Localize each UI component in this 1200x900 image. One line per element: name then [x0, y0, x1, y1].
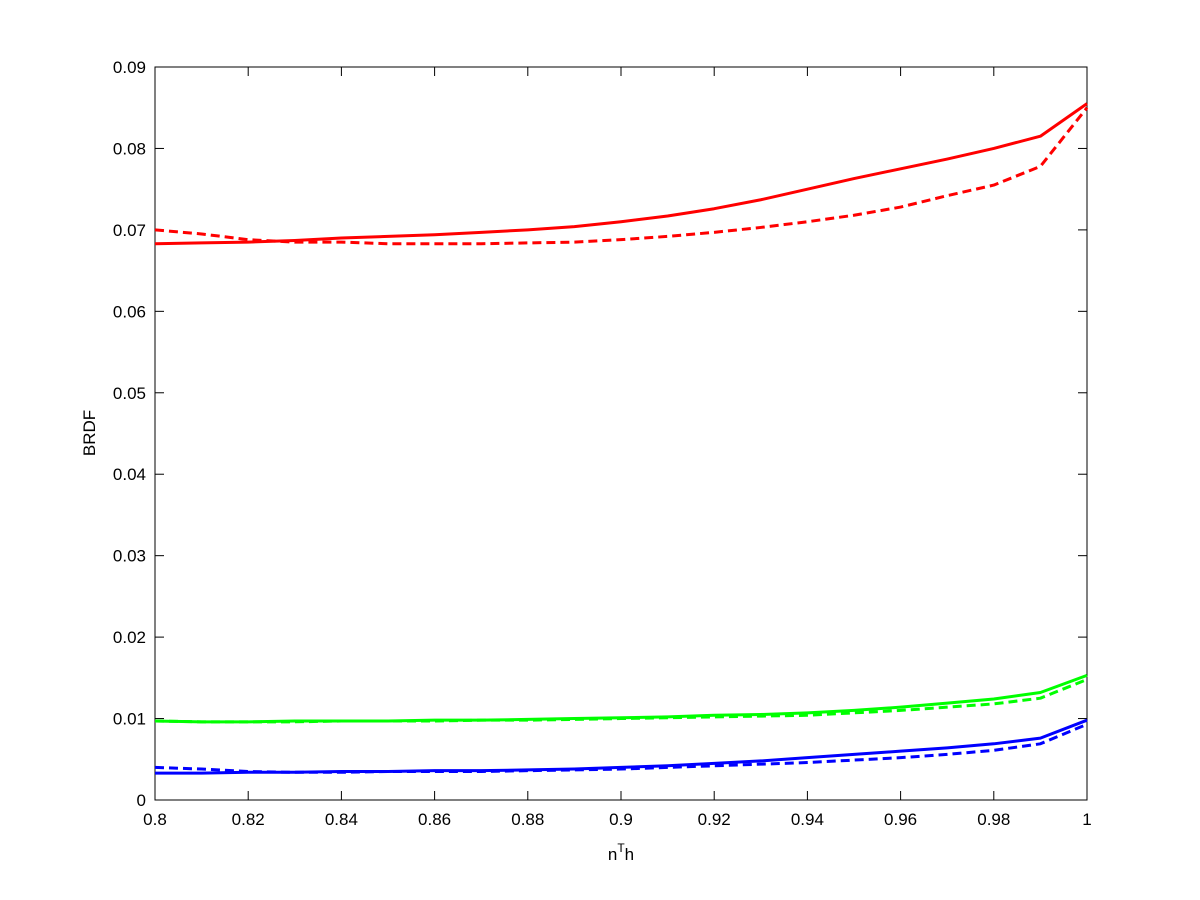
- x-tick-label: 0.96: [884, 810, 917, 829]
- x-tick-label: 1: [1082, 810, 1091, 829]
- y-tick-label: 0.02: [113, 628, 146, 647]
- y-tick-label: 0.04: [113, 465, 146, 484]
- y-tick-label: 0.09: [113, 58, 146, 77]
- x-tick-label: 0.92: [698, 810, 731, 829]
- y-tick-label: 0.05: [113, 384, 146, 403]
- y-tick-label: 0: [137, 791, 146, 810]
- data-line: [154, 102, 1088, 246]
- data-line: [154, 678, 1088, 724]
- x-label-rest: h: [625, 845, 634, 864]
- x-tick-label: 0.86: [418, 810, 451, 829]
- x-tick-label: 0.84: [325, 810, 358, 829]
- axes-box: [154, 66, 1088, 801]
- y-tick-label: 0.08: [113, 139, 146, 158]
- x-tick-label: 0.9: [609, 810, 633, 829]
- x-label-base: n: [608, 845, 617, 864]
- y-tick-label: 0.07: [113, 221, 146, 240]
- data-line: [154, 722, 1088, 774]
- y-axis-label: BRDF: [80, 410, 99, 456]
- x-tick-label: 0.88: [511, 810, 544, 829]
- y-tick-label: 0.01: [113, 710, 146, 729]
- y-tick-label: 0.06: [113, 302, 146, 321]
- data-line: [154, 106, 1089, 246]
- x-tick-label: 0.8: [143, 810, 167, 829]
- x-label-sup: T: [617, 841, 625, 855]
- x-tick-label: 0.98: [977, 810, 1010, 829]
- x-tick-label: 0.94: [791, 810, 824, 829]
- y-tick-label: 0.03: [113, 547, 146, 566]
- x-tick-label: 0.82: [232, 810, 265, 829]
- x-axis-label: nTh: [608, 841, 634, 864]
